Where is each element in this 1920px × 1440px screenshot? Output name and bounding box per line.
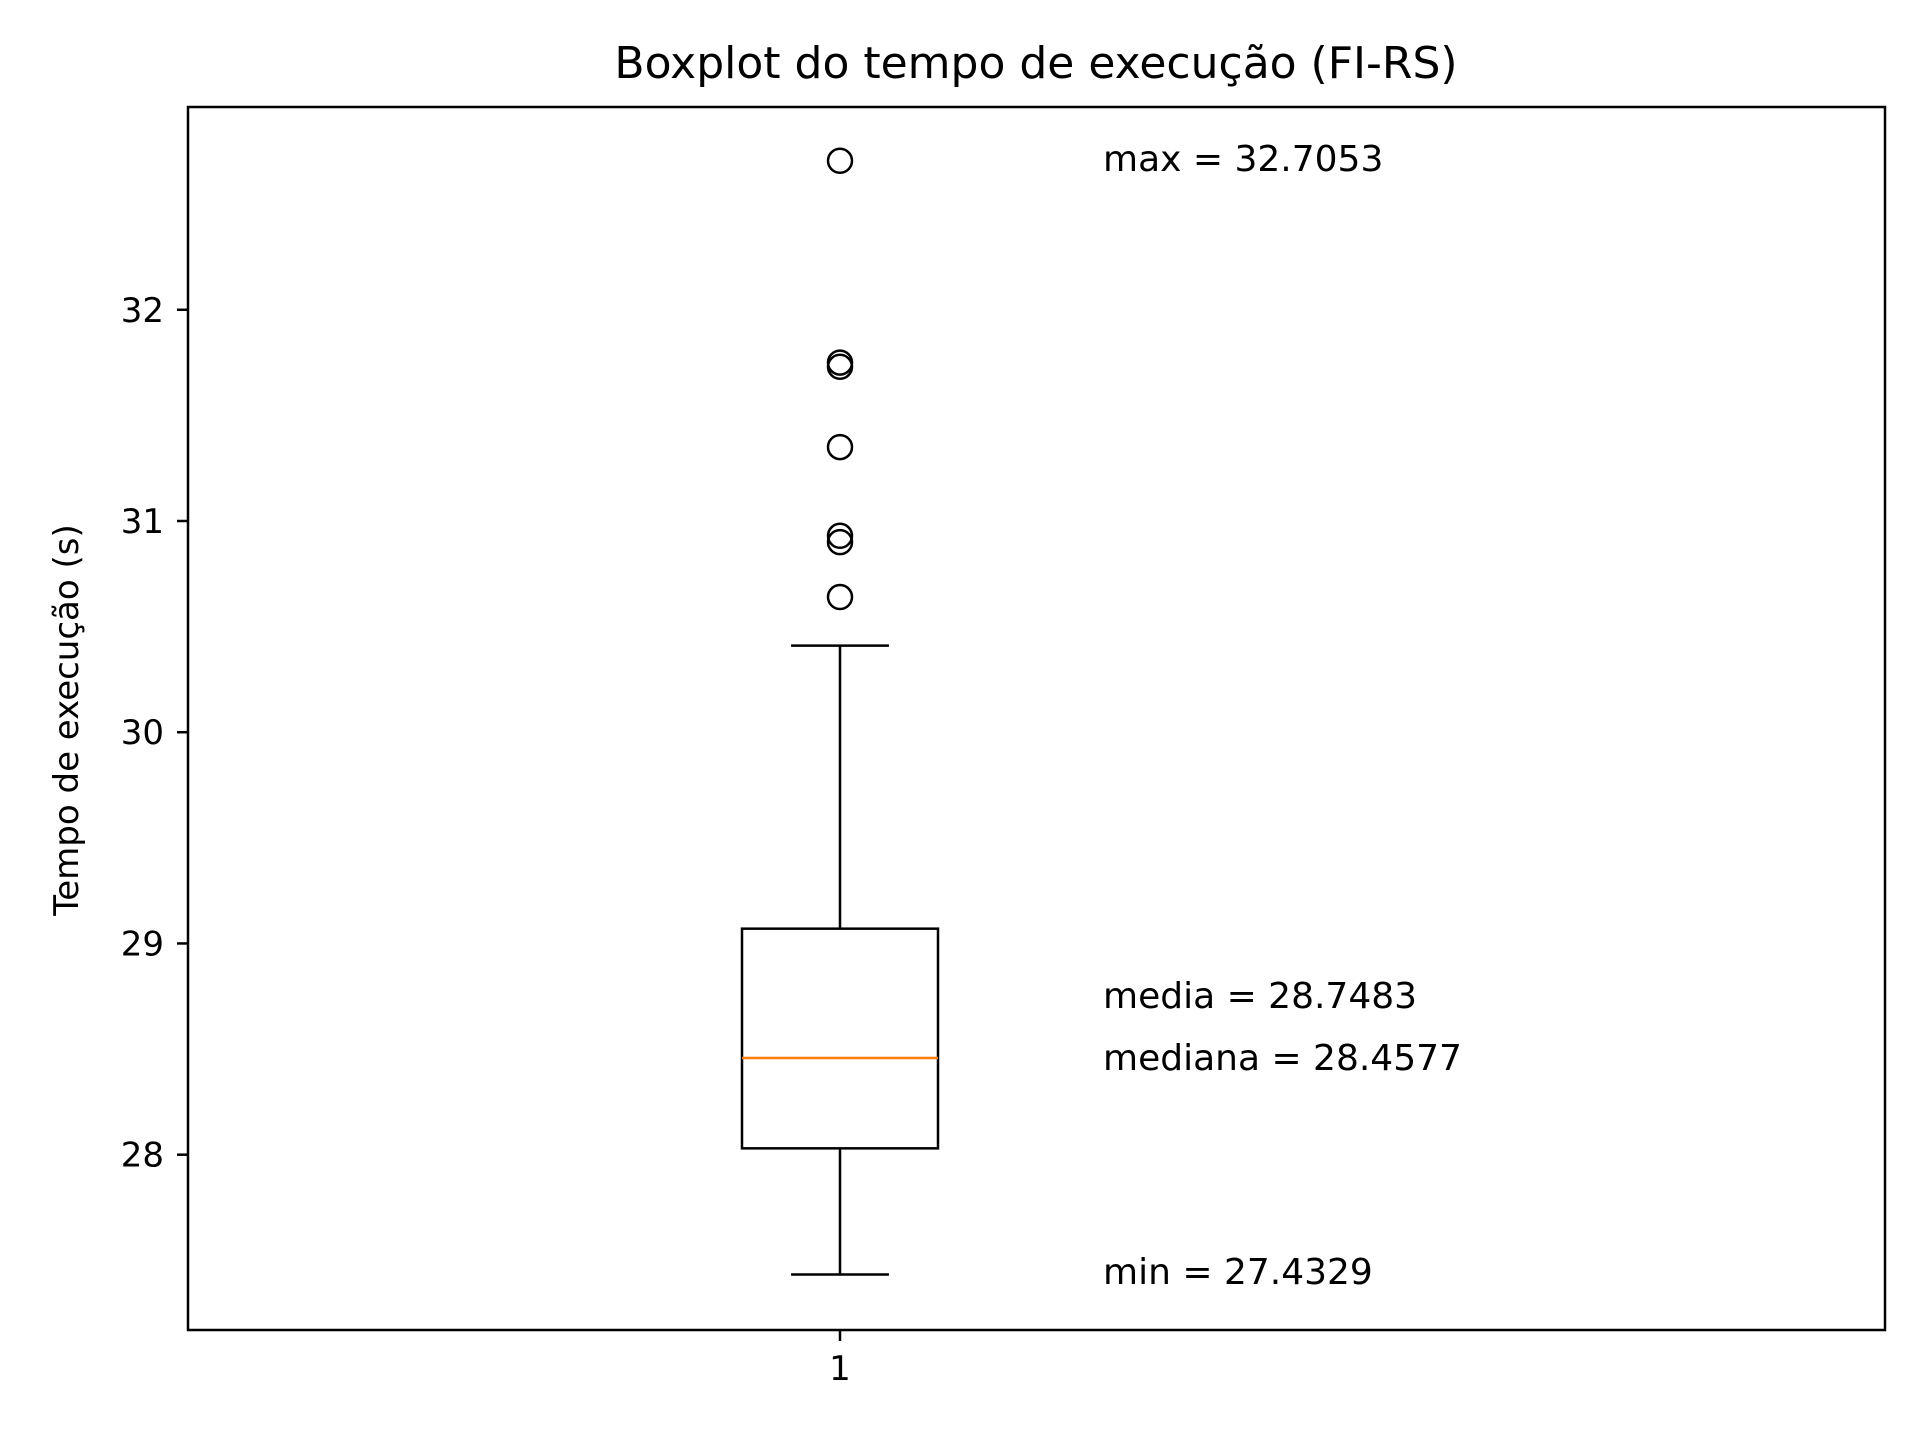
interquartile-box [740, 927, 940, 1150]
plot-area-frame [186, 105, 1887, 1332]
outlier-points [826, 147, 854, 611]
chart-title: Boxplot do tempo de execução (FI-RS) [614, 38, 1457, 89]
y-tick-label-28: 28 [121, 1136, 164, 1176]
annotation-min: min = 27.4329 [1103, 1252, 1373, 1293]
outlier-point-6 [826, 147, 854, 175]
outlier-point-0 [826, 583, 854, 611]
outlier-point-2 [826, 522, 854, 550]
boxplot-box-group [740, 644, 940, 1276]
annotation-max: max = 32.7053 [1103, 139, 1383, 180]
x-axis-ticks: 1 [829, 1330, 851, 1389]
outlier-point-5 [826, 349, 854, 376]
y-tick-label-31: 31 [121, 502, 164, 542]
annotation-mediana: mediana = 28.4577 [1103, 1038, 1462, 1079]
x-tick-label-1: 1 [829, 1349, 851, 1389]
annotation-media: media = 28.7483 [1103, 976, 1417, 1017]
outlier-point-1 [826, 528, 854, 556]
y-axis-label: Tempo de execução (s) [47, 524, 87, 916]
y-tick-label-30: 30 [121, 713, 164, 753]
y-axis-ticks: 28 29 30 31 32 [121, 291, 188, 1176]
outlier-point-3 [826, 433, 854, 461]
y-tick-label-29: 29 [121, 924, 164, 964]
y-tick-label-32: 32 [121, 291, 164, 331]
